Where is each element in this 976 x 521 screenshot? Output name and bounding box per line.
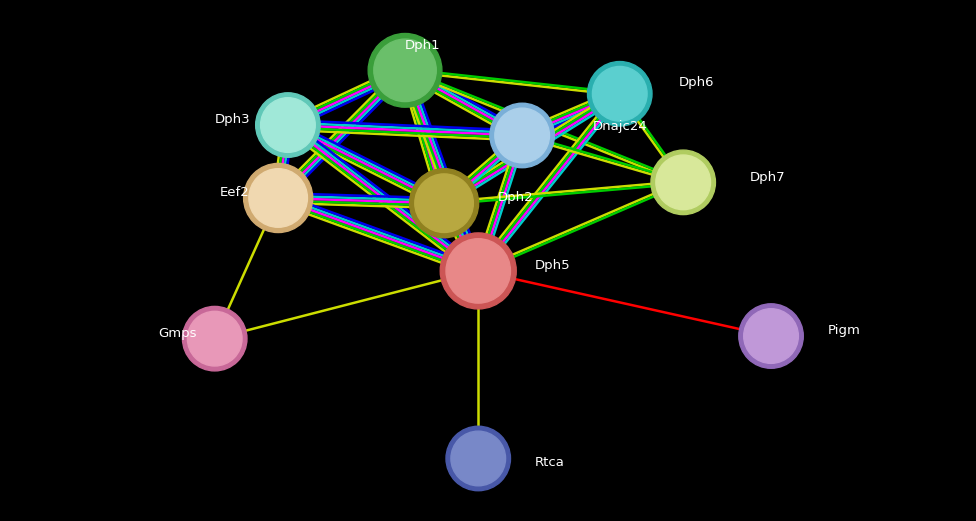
Circle shape <box>739 304 803 368</box>
Text: Rtca: Rtca <box>535 456 565 469</box>
Circle shape <box>490 103 554 168</box>
Text: Dph2: Dph2 <box>498 192 534 204</box>
Circle shape <box>368 33 442 107</box>
Circle shape <box>244 164 312 232</box>
Circle shape <box>183 306 247 371</box>
Circle shape <box>651 150 715 215</box>
Text: Dnajc24: Dnajc24 <box>592 120 647 132</box>
Circle shape <box>656 155 711 209</box>
Circle shape <box>410 169 478 238</box>
Text: Dph6: Dph6 <box>678 76 713 89</box>
Text: Dph1: Dph1 <box>405 39 441 52</box>
Circle shape <box>415 174 473 232</box>
Circle shape <box>374 39 436 102</box>
Circle shape <box>588 61 652 126</box>
Text: Dph7: Dph7 <box>750 171 786 183</box>
Circle shape <box>249 169 307 227</box>
Circle shape <box>744 309 798 363</box>
Circle shape <box>440 233 516 309</box>
Circle shape <box>187 312 242 366</box>
Circle shape <box>261 98 315 152</box>
Circle shape <box>592 67 647 121</box>
Circle shape <box>446 426 510 491</box>
Text: Eef2: Eef2 <box>220 187 249 199</box>
Text: Dph5: Dph5 <box>535 259 571 272</box>
Text: Pigm: Pigm <box>828 325 861 337</box>
Text: Gmps: Gmps <box>158 327 196 340</box>
Circle shape <box>446 239 510 303</box>
Circle shape <box>256 93 320 157</box>
Circle shape <box>495 108 549 163</box>
Circle shape <box>451 431 506 486</box>
Text: Dph3: Dph3 <box>215 114 251 126</box>
